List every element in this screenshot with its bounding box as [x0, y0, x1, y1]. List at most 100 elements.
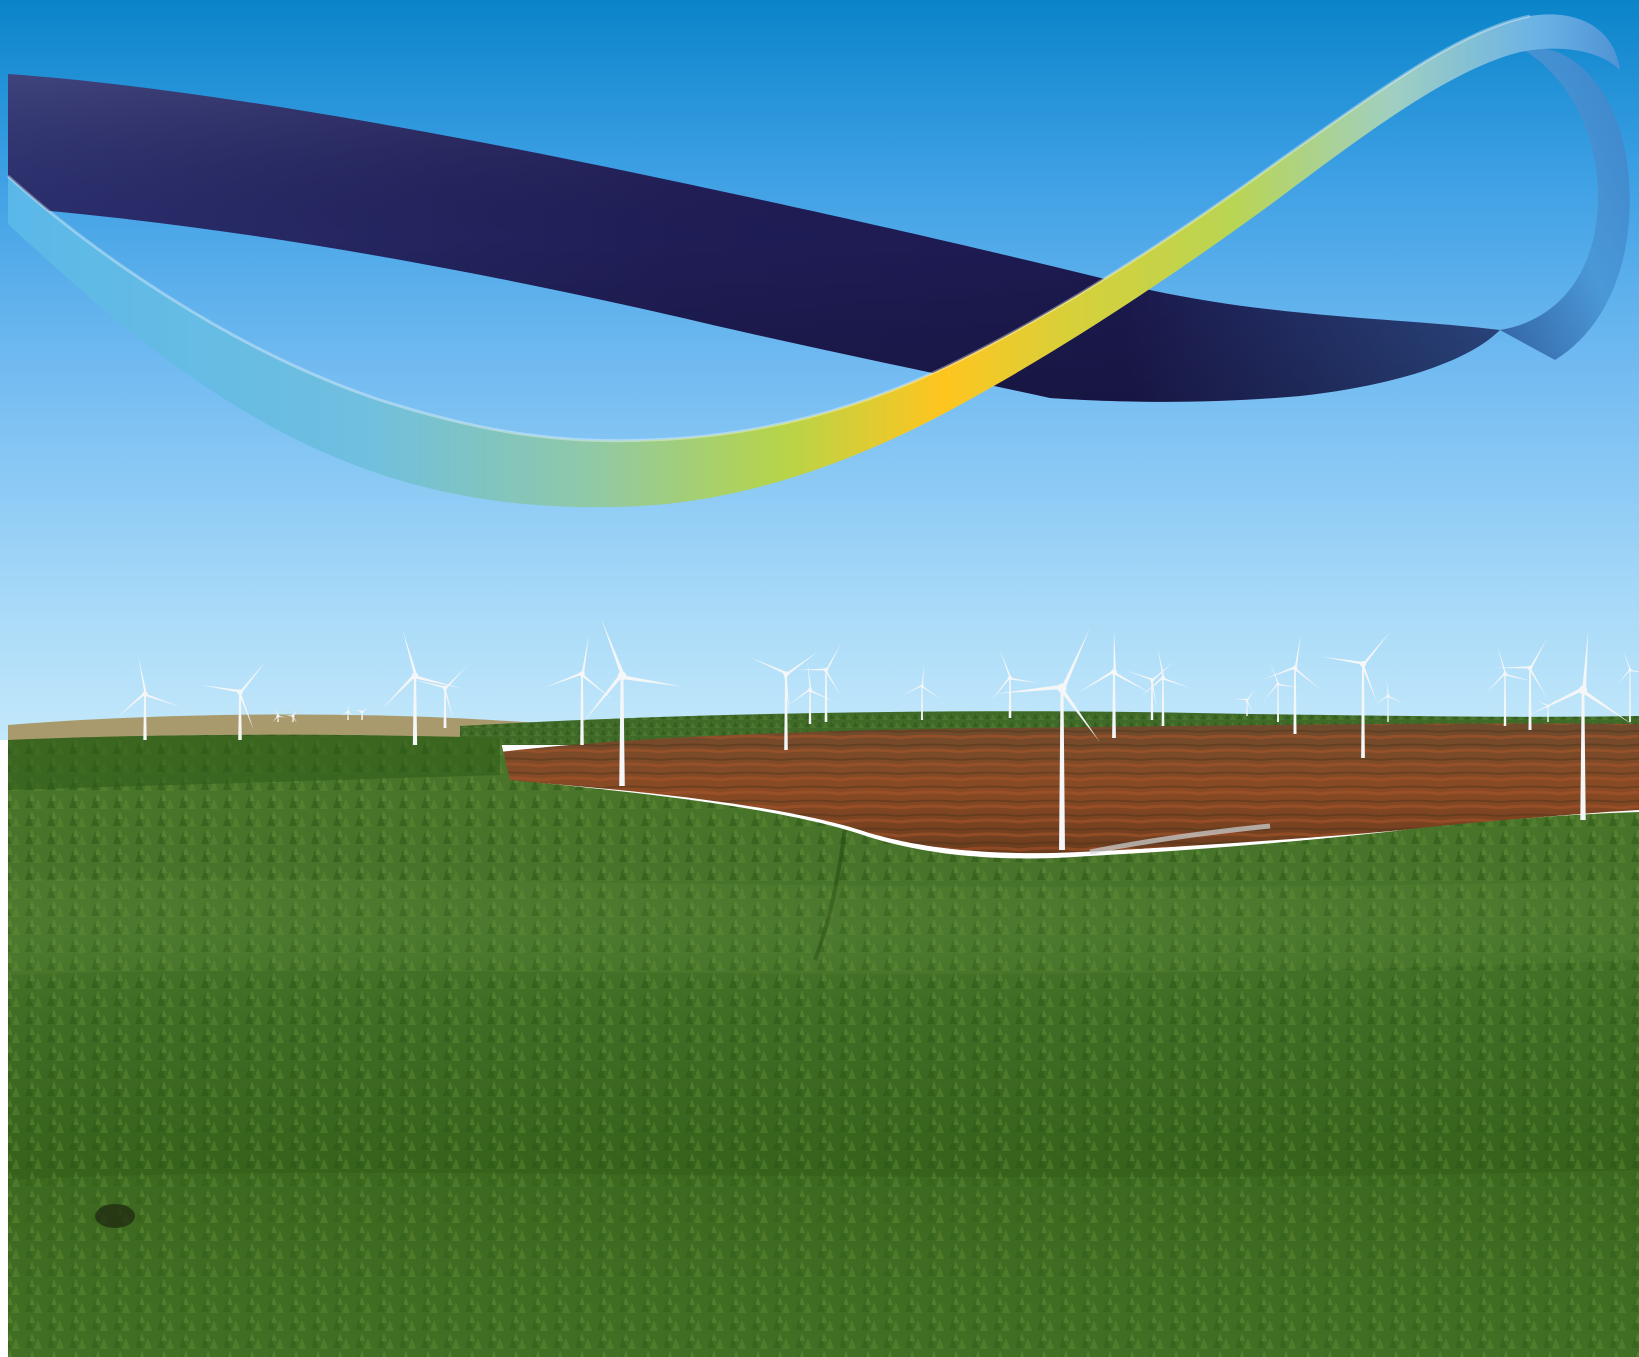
wind-turbine: [1485, 646, 1533, 726]
turbine-hub: [1111, 669, 1117, 675]
turbine-blades: [990, 649, 1040, 701]
turbine-hub: [1503, 672, 1507, 676]
turbine-hub: [360, 710, 364, 714]
turbine-hub: [1007, 675, 1013, 681]
turbine-blades: [1374, 680, 1403, 706]
wind-turbine: [1263, 634, 1322, 734]
turbine-tower: [808, 690, 812, 724]
turbine-hub: [920, 684, 924, 688]
turbine-tower: [143, 694, 147, 740]
turbine-blades: [1077, 630, 1151, 693]
turbine-hub: [291, 714, 295, 718]
turbine-blades: [1140, 648, 1192, 698]
wind-turbine: [582, 617, 684, 786]
turbine-tower: [443, 688, 447, 728]
wind-turbines: [115, 617, 1639, 850]
turbine-blades: [1263, 634, 1322, 690]
turbine-blades: [582, 617, 684, 724]
turbine-hub: [823, 667, 829, 673]
wind-turbine: [115, 656, 181, 740]
turbine-blades: [1496, 638, 1547, 698]
wind-turbine: [355, 707, 368, 720]
turbine-hub: [1628, 668, 1632, 672]
wind-turbine: [544, 634, 613, 745]
turbine-tower: [1387, 696, 1389, 722]
turbine-blades: [1617, 651, 1639, 686]
conifer-forest: [8, 734, 1639, 1357]
wind-turbine: [341, 705, 355, 720]
turbine-blades: [285, 709, 297, 723]
wind-turbine: [990, 649, 1040, 718]
wind-turbine: [1374, 680, 1403, 722]
turbine-blades: [200, 661, 266, 730]
turbine-tower: [1059, 688, 1065, 850]
turbine-hub: [1276, 682, 1280, 686]
turbine-tower: [1580, 690, 1586, 820]
turbine-tower: [619, 676, 625, 786]
turbine-hub: [1057, 683, 1067, 693]
turbine-hub: [1150, 678, 1154, 682]
turbine-tower: [238, 692, 242, 740]
wind-turbine: [1321, 631, 1390, 758]
turbine-blades: [902, 664, 941, 699]
turbine-hub: [1245, 698, 1249, 702]
turbine-blades: [749, 651, 819, 714]
wind-turbine: [1140, 648, 1192, 726]
turbine-tower: [1008, 678, 1012, 718]
turbine-blades: [1485, 646, 1533, 694]
wind-turbine: [272, 708, 286, 723]
turbine-hub: [579, 671, 585, 677]
turbine-blades: [996, 628, 1100, 743]
turbine-tower: [1112, 672, 1116, 738]
turbine-tower: [277, 716, 279, 722]
turbine-tower: [347, 712, 349, 720]
wind-turbine: [1617, 651, 1639, 722]
wind-turbine: [1528, 630, 1633, 820]
turbine-tower: [580, 674, 584, 745]
turbine-blades: [544, 634, 613, 700]
turbine-tower: [1503, 674, 1507, 726]
turbine-tower: [1277, 684, 1279, 722]
turbine-hub: [346, 710, 350, 714]
turbine-tower: [1161, 678, 1165, 726]
turbine-tower: [1361, 664, 1365, 758]
turbine-blades: [1528, 630, 1633, 725]
turbine-tower: [412, 676, 418, 745]
turbine-blades: [796, 644, 841, 696]
turbine-tower: [1629, 670, 1631, 722]
wind-turbine: [1496, 638, 1547, 730]
turbine-blades: [787, 662, 836, 707]
turbine-hub: [411, 672, 419, 680]
turbine-hub: [237, 689, 243, 695]
turbine-hub: [1386, 694, 1390, 698]
turbine-blades: [272, 708, 286, 723]
wind-turbine: [996, 628, 1100, 850]
wind-turbine: [1233, 688, 1256, 716]
wind-turbine: [796, 644, 841, 722]
turbine-hub: [617, 671, 627, 681]
turbine-tower: [921, 686, 923, 720]
peat-bog-field: [500, 723, 1639, 855]
turbine-blades: [115, 656, 181, 719]
turbine-blades: [414, 665, 468, 719]
turbine-hub: [442, 685, 448, 691]
wind-turbine: [381, 629, 462, 745]
turbine-hub: [808, 688, 812, 692]
bird-shadow: [95, 1204, 135, 1228]
wind-turbine: [787, 662, 836, 724]
turbine-blades: [1321, 631, 1390, 704]
wind-turbine: [200, 661, 266, 740]
turbine-hub: [783, 671, 789, 677]
wind-turbine: [749, 651, 819, 750]
turbine-hub: [1527, 665, 1533, 671]
turbine-hub: [1360, 661, 1366, 667]
turbine-tower: [1150, 680, 1154, 720]
wind-turbine: [902, 664, 941, 720]
wind-turbine: [1077, 630, 1151, 738]
turbine-hub: [276, 714, 280, 718]
wind-turbine: [285, 709, 297, 723]
turbine-tower: [1293, 668, 1297, 734]
swoosh-ribbon: [6, 14, 1630, 508]
turbine-hub: [1160, 675, 1166, 681]
